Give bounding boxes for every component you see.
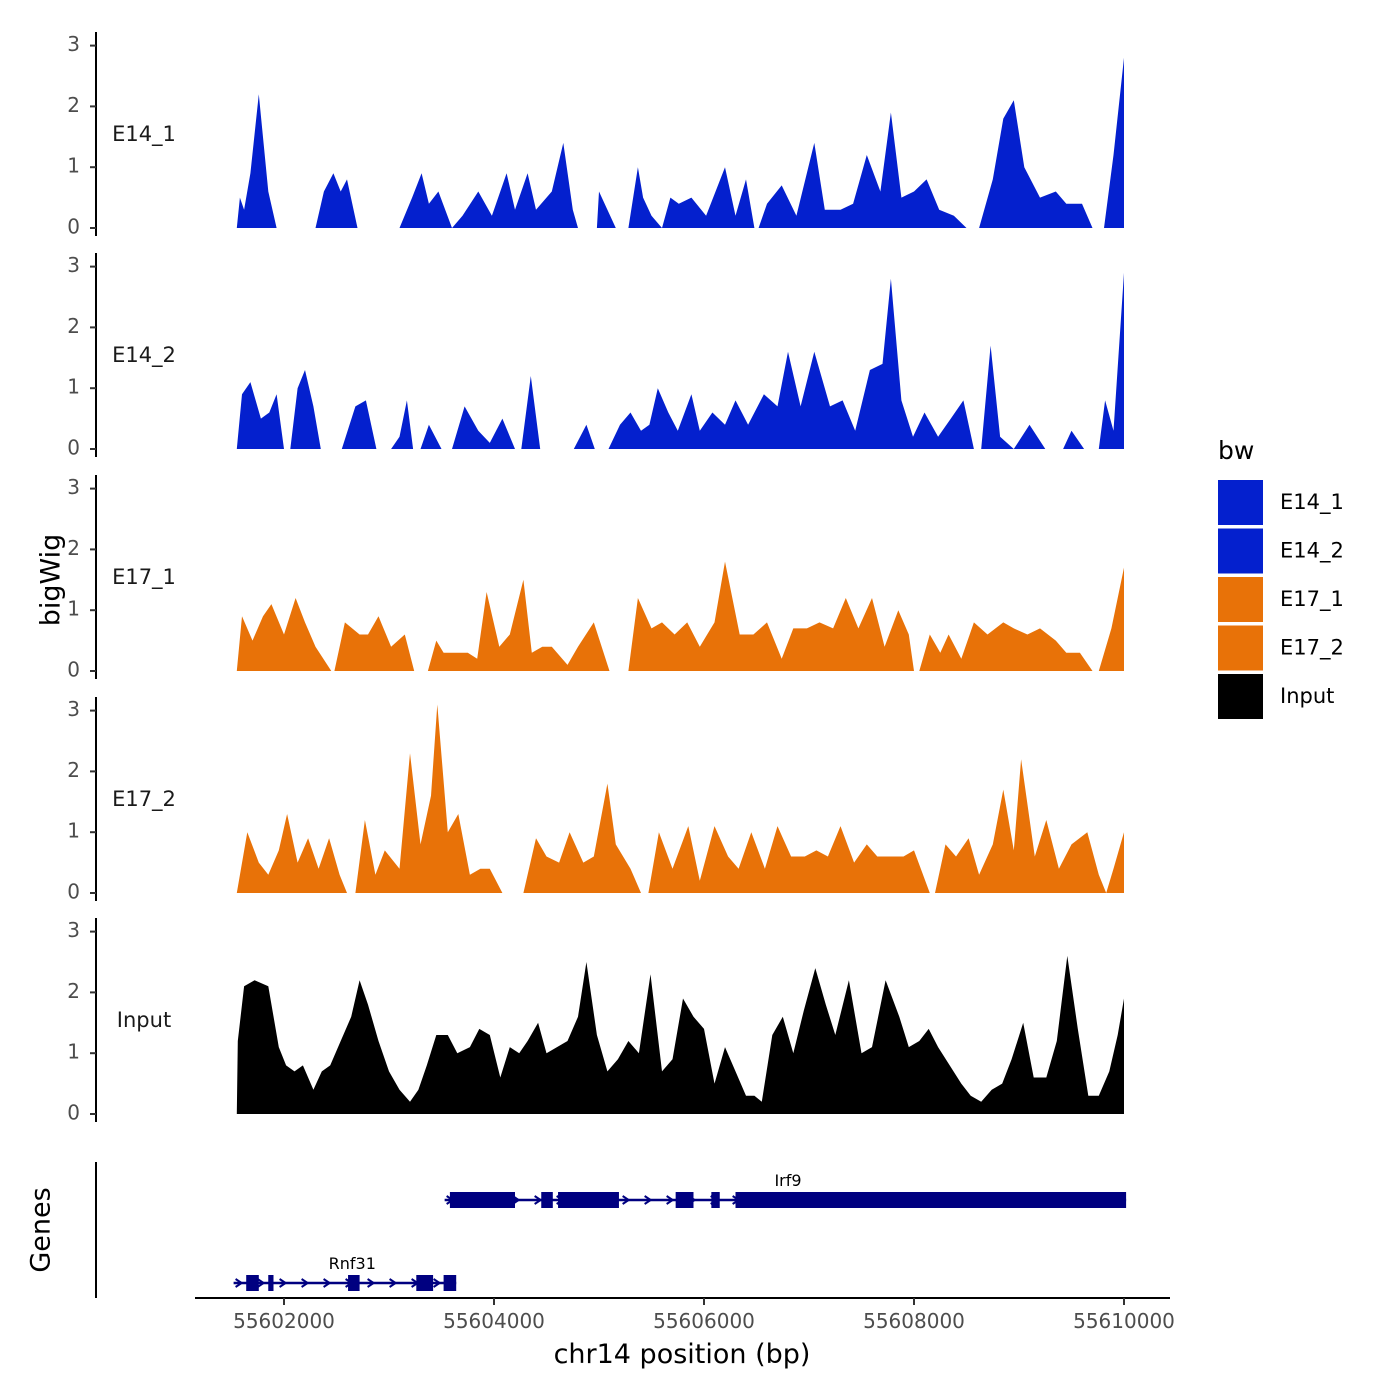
track-label: Input bbox=[117, 1008, 171, 1032]
x-tick-label: 55606000 bbox=[653, 1309, 755, 1333]
y-tick-label: 3 bbox=[67, 918, 80, 942]
y-axis-title: bigWig bbox=[36, 534, 67, 627]
x-tick-label: 55602000 bbox=[233, 1309, 335, 1333]
legend-item-e14-2: E14_2 bbox=[1218, 528, 1344, 574]
strand-arrow bbox=[644, 1195, 653, 1205]
y-tick-label: 1 bbox=[67, 1040, 80, 1064]
coverage-area bbox=[236, 57, 1125, 228]
track-panels: 0 1 2 3 E14_1 0 1 2 3 E14_2 0 1 2 3 E17_1 0 1 2 3 E17_2 0 1 2 3… bbox=[67, 32, 1125, 1125]
strand-arrow bbox=[622, 1195, 631, 1205]
coverage-area bbox=[236, 561, 1125, 671]
coverage-area bbox=[236, 955, 1125, 1114]
y-tick-label: 2 bbox=[67, 93, 80, 117]
y-tick-label: 2 bbox=[67, 758, 80, 782]
track-label: E17_2 bbox=[112, 787, 176, 812]
strand-arrow bbox=[666, 1195, 675, 1205]
gene-exon bbox=[735, 1192, 1127, 1208]
legend-swatch bbox=[1218, 577, 1263, 622]
x-tick-label: 55604000 bbox=[443, 1309, 545, 1333]
track-label: E17_1 bbox=[112, 565, 176, 590]
y-tick-label: 2 bbox=[67, 536, 80, 560]
gene-exon bbox=[268, 1275, 274, 1291]
track-label: E14_2 bbox=[112, 343, 176, 368]
legend-swatch bbox=[1218, 625, 1263, 671]
strand-arrow bbox=[389, 1278, 398, 1288]
genes-axis-title: Genes bbox=[26, 1187, 57, 1272]
y-tick-label: 1 bbox=[67, 597, 80, 621]
gene-exon bbox=[711, 1192, 720, 1208]
gene-exon bbox=[675, 1192, 694, 1208]
legend-label: E17_2 bbox=[1280, 636, 1344, 661]
strand-arrow bbox=[279, 1278, 288, 1288]
y-tick-label: 0 bbox=[67, 436, 80, 460]
y-tick-label: 1 bbox=[67, 819, 80, 843]
legend-item-input: Input bbox=[1218, 674, 1334, 719]
x-tick-label: 55610000 bbox=[1073, 1309, 1175, 1333]
track-e14-2: 0 1 2 3 E14_2 bbox=[67, 253, 1125, 460]
legend-label: Input bbox=[1280, 684, 1334, 708]
gene-exon bbox=[348, 1275, 360, 1291]
gene-name-label: Irf9 bbox=[774, 1171, 801, 1190]
track-e17-1: 0 1 2 3 E17_1 bbox=[67, 475, 1125, 682]
strand-arrow bbox=[257, 1278, 266, 1288]
y-tick-label: 3 bbox=[67, 253, 80, 277]
y-tick-label: 2 bbox=[67, 314, 80, 338]
y-tick-label: 1 bbox=[67, 154, 80, 178]
strand-arrow bbox=[433, 1278, 442, 1288]
x-tick-label: 55608000 bbox=[863, 1309, 965, 1333]
y-tick-label: 3 bbox=[67, 475, 80, 499]
y-tick-label: 3 bbox=[67, 32, 80, 56]
y-tick-label: 2 bbox=[67, 979, 80, 1003]
y-tick-label: 0 bbox=[67, 658, 80, 682]
legend-title: bw bbox=[1218, 436, 1254, 465]
strand-arrow bbox=[301, 1278, 310, 1288]
gene-rnf31: Rnf31 bbox=[233, 1254, 457, 1291]
y-tick-label: 0 bbox=[67, 1101, 80, 1125]
legend: bw E14_1 E14_2 E17_1 E17_2 Input bbox=[1218, 436, 1344, 719]
gene-exon bbox=[541, 1192, 553, 1208]
gene-name-label: Rnf31 bbox=[329, 1254, 376, 1273]
strand-arrow bbox=[235, 1278, 244, 1288]
legend-label: E14_1 bbox=[1280, 490, 1344, 515]
y-tick-label: 3 bbox=[67, 697, 80, 721]
gene-exon bbox=[246, 1275, 259, 1291]
strand-arrow bbox=[323, 1278, 332, 1288]
strand-arrow bbox=[534, 1195, 543, 1205]
y-tick-label: 0 bbox=[67, 215, 80, 239]
x-axis-title: chr14 position (bp) bbox=[554, 1339, 811, 1370]
gene-exon bbox=[443, 1275, 457, 1291]
gene-exon bbox=[449, 1192, 515, 1208]
legend-item-e14-1: E14_1 bbox=[1218, 480, 1344, 525]
legend-label: E14_2 bbox=[1280, 539, 1344, 564]
track-e14-1: 0 1 2 3 E14_1 bbox=[67, 32, 1125, 239]
gene-track: Rnf31 Irf9 bbox=[95, 1162, 1127, 1298]
coverage-area bbox=[236, 704, 1125, 893]
gene-exon bbox=[558, 1192, 619, 1208]
gene-irf9: Irf9 bbox=[444, 1171, 1127, 1208]
track-input: 0 1 2 3 Input bbox=[67, 918, 1125, 1125]
gene-exon bbox=[416, 1275, 434, 1291]
x-axis: 55602000 55604000 55606000 55608000 55610000 bbox=[195, 1297, 1175, 1333]
legend-item-e17-2: E17_2 bbox=[1218, 625, 1344, 671]
legend-swatch bbox=[1218, 480, 1263, 525]
y-tick-label: 0 bbox=[67, 880, 80, 904]
legend-item-e17-1: E17_1 bbox=[1218, 577, 1344, 622]
track-e17-2: 0 1 2 3 E17_2 bbox=[67, 697, 1125, 904]
track-label: E14_1 bbox=[112, 122, 176, 147]
strand-arrow bbox=[367, 1278, 376, 1288]
coverage-area bbox=[236, 272, 1125, 449]
legend-swatch bbox=[1218, 528, 1263, 574]
legend-label: E17_1 bbox=[1280, 587, 1344, 612]
legend-swatch bbox=[1218, 674, 1263, 719]
y-tick-label: 1 bbox=[67, 375, 80, 399]
